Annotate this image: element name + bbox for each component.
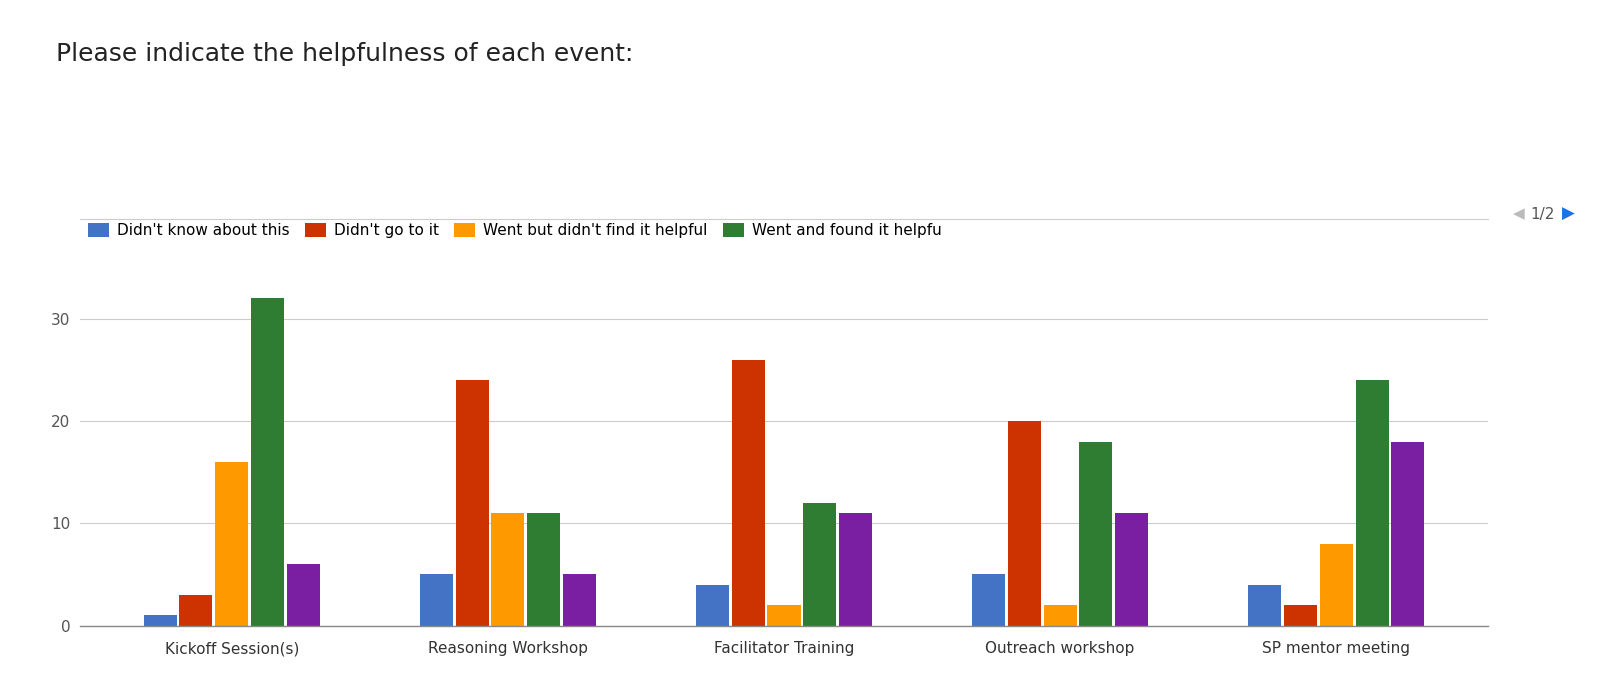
Bar — [803, 503, 837, 626]
Bar — [216, 462, 248, 626]
Bar — [696, 584, 728, 626]
Bar — [1283, 605, 1317, 626]
Bar — [456, 380, 488, 626]
Bar — [1043, 605, 1077, 626]
Bar — [528, 513, 560, 626]
Text: ◀: ◀ — [1512, 206, 1525, 222]
Bar — [286, 564, 320, 626]
Bar — [1320, 543, 1352, 626]
Bar — [419, 574, 453, 626]
Bar — [1008, 421, 1040, 626]
Bar — [1355, 380, 1389, 626]
Bar — [840, 513, 872, 626]
Bar — [731, 360, 765, 626]
Text: 1/2: 1/2 — [1530, 206, 1555, 222]
Text: Please indicate the helpfulness of each event:: Please indicate the helpfulness of each … — [56, 42, 634, 66]
Bar — [251, 298, 285, 626]
Text: ▶: ▶ — [1562, 205, 1574, 223]
Bar — [1080, 441, 1112, 626]
Bar — [563, 574, 597, 626]
Bar — [1392, 441, 1424, 626]
Bar — [1115, 513, 1149, 626]
Bar — [179, 595, 213, 626]
Bar — [971, 574, 1005, 626]
Bar — [1248, 584, 1282, 626]
Bar — [491, 513, 525, 626]
Legend: Didn't know about this, Didn't go to it, Went but didn't find it helpful, Went a: Didn't know about this, Didn't go to it,… — [88, 223, 941, 238]
Bar — [144, 615, 176, 626]
Bar — [768, 605, 800, 626]
